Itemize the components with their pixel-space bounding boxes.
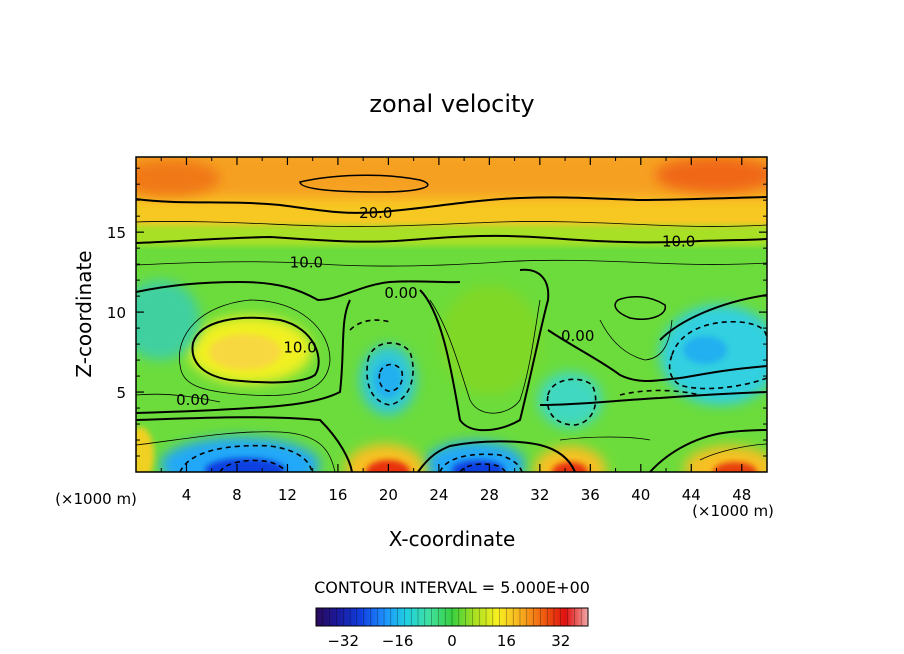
- thin-contour-6: [599, 319, 673, 361]
- contour-interval-label: CONTOUR INTERVAL = 5.000E+00: [314, 578, 590, 597]
- colorbar-tick-label: −32: [327, 632, 359, 650]
- contour-0-surface-3: [649, 429, 767, 472]
- contour-0-right-rise: [659, 294, 767, 341]
- x-ticks: 4 8 12 16 20 24 28 32 36 40 44 48: [160, 157, 751, 504]
- field-left-low: [136, 280, 200, 360]
- field-surface-min-left: [160, 437, 320, 472]
- neg-contour-right-mid: [619, 389, 701, 396]
- x-tick-label: 28: [480, 486, 499, 504]
- contour-lines: [136, 174, 767, 472]
- contour-labels: 20.0 10.0 10.0 0.00 0.00 10.0 0.00: [176, 204, 695, 409]
- field-surface-max-48-core: [713, 462, 757, 472]
- neg-contour-surface-left: [179, 444, 313, 472]
- y-axis-label: Z-coordinate: [72, 250, 96, 377]
- thin-contour-8: [559, 436, 651, 441]
- y-tick-label: 5: [116, 384, 126, 402]
- plot-frame: [135, 156, 768, 473]
- neg-contour-surface-center-inner: [459, 463, 506, 472]
- x-tick-label: 32: [530, 486, 549, 504]
- contour-0-center: [419, 268, 550, 432]
- x-tick-label: 4: [182, 486, 192, 504]
- x-tick-label: 36: [581, 486, 600, 504]
- y-tick-label: 15: [107, 224, 126, 242]
- colorbar-tick-label: 0: [447, 632, 457, 650]
- x-tick-label: 16: [328, 486, 347, 504]
- field-mid-green: [440, 285, 540, 395]
- x-axis-label: X-coordinate: [389, 527, 516, 551]
- field-surface-max-34: [534, 446, 606, 472]
- colorbar-tick-label: 32: [551, 632, 570, 650]
- contour-value-label: 20.0: [359, 204, 392, 222]
- neg-contour-surface-left-inner: [219, 459, 287, 472]
- contour-10-center-max: [191, 316, 320, 384]
- contour-value-label: 0.00: [561, 327, 594, 345]
- x-tick-label: 40: [631, 486, 650, 504]
- contour-0-upper-left: [136, 280, 461, 302]
- field-surface-left-edge: [136, 427, 154, 472]
- field-max-core: [209, 334, 281, 370]
- thin-contour-2: [136, 259, 767, 267]
- x-tick-label: 20: [379, 486, 398, 504]
- neg-contour-46: [668, 320, 767, 390]
- contour-value-label: 0.00: [384, 284, 417, 302]
- contour-10-upper: [136, 234, 767, 244]
- field-jet-max-right: [655, 157, 767, 193]
- x-unit-left: (×1000 m): [55, 490, 137, 508]
- x-tick-label: 8: [232, 486, 242, 504]
- x-tick-label: 44: [682, 486, 701, 504]
- colorbar-tick-marks: [322, 608, 582, 626]
- contour-0-right-low: [539, 391, 767, 406]
- thin-contour-4: [136, 393, 221, 403]
- thin-contours: [136, 221, 767, 472]
- chart-title: zonal velocity: [369, 90, 534, 118]
- field-surface-min-center: [425, 441, 525, 472]
- colorbar-tick-label: −16: [382, 632, 414, 650]
- contour-value-label: 10.0: [290, 254, 323, 272]
- negative-contours: [179, 319, 767, 472]
- contour-upper-right-small: [614, 295, 666, 320]
- neg-contour-20-inner: [378, 363, 404, 392]
- field-min-46-core: [683, 336, 727, 364]
- field-jet-max-left: [136, 160, 220, 196]
- x-tick-label: 24: [429, 486, 448, 504]
- contour-0-lower: [136, 299, 351, 414]
- x-tick-label: 12: [278, 486, 297, 504]
- contour-20: [136, 196, 767, 214]
- contour-value-label: 10.0: [662, 233, 695, 251]
- x-tick-label: 48: [732, 486, 751, 504]
- thin-contour-1: [136, 221, 767, 227]
- contour-upper-small: [299, 174, 429, 193]
- thin-contour-9: [699, 443, 767, 461]
- thin-contour-5: [429, 299, 541, 414]
- contour-0-right: [547, 329, 767, 382]
- contour-0-surface: [136, 416, 353, 472]
- contour-value-label: 10.0: [283, 338, 316, 356]
- x-unit-right: (×1000 m): [692, 502, 774, 520]
- neg-contour-34: [546, 378, 597, 426]
- field-surface-max-34-core: [552, 462, 588, 472]
- colorbar-tick-label: 16: [497, 632, 516, 650]
- y-ticks: 5 10 15: [107, 167, 767, 457]
- colorbar-tick-labels: −32 −16 0 16 32: [327, 632, 570, 650]
- y-tick-label: 10: [107, 304, 126, 322]
- colorbar: −32 −16 0 16 32: [315, 607, 589, 650]
- thin-contour-7: [136, 431, 336, 472]
- contour-value-label: 0.00: [176, 391, 209, 409]
- contour-0-surface-2: [417, 440, 576, 472]
- neg-contour-surface-center: [439, 453, 523, 472]
- neg-contour-20: [366, 342, 414, 406]
- field-surface-min-center-core: [452, 460, 504, 472]
- neg-contour-mid-upper: [349, 319, 391, 331]
- thin-contour-3: [178, 299, 331, 396]
